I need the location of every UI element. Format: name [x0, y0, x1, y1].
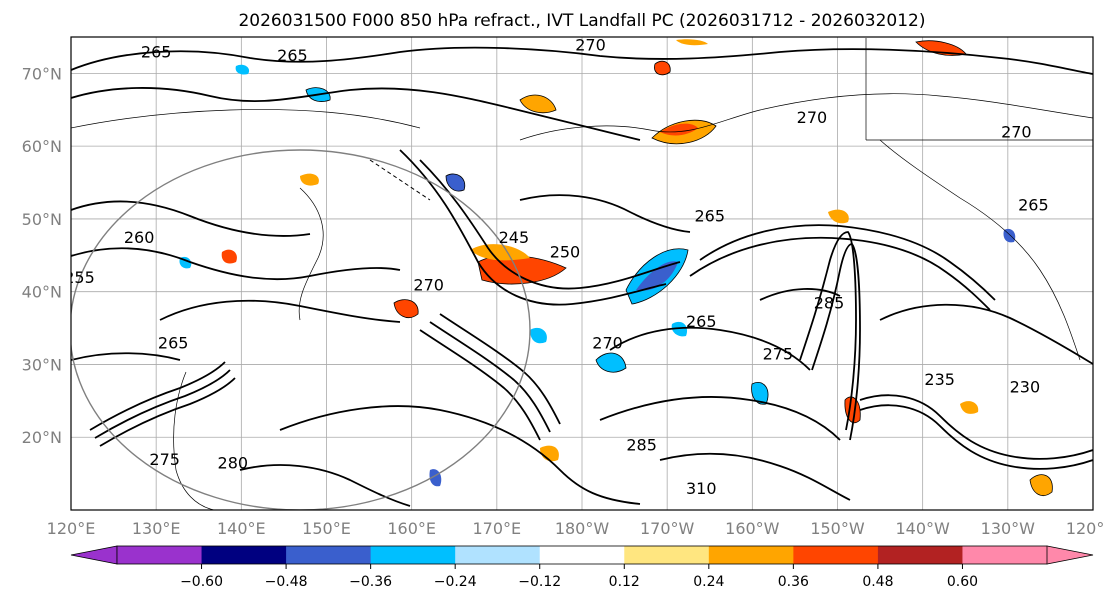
- colorbar-bin: [708, 546, 794, 564]
- colorbar-bin: [539, 546, 625, 564]
- lon-label: 120°W: [1066, 519, 1105, 538]
- colorbar-tick-label: 0.36: [778, 574, 809, 590]
- colorbar: −0.60 −0.48 −0.36 −0.24 −0.12 0.12 0.24 0.36 0.4…: [70, 545, 1094, 590]
- contour-label: 275: [763, 345, 794, 364]
- colorbar-bin: [286, 546, 372, 564]
- lat-label: 50°N: [22, 210, 62, 229]
- lon-label: 150°E: [302, 519, 351, 538]
- contour-label: 260: [124, 228, 155, 247]
- colorbar-frame: [116, 545, 1048, 565]
- colorbar-tick-label: −0.36: [349, 574, 392, 590]
- colorbar-bin: [370, 546, 456, 564]
- map-title: 2026031500 F000 850 hPa refract., IVT La…: [238, 11, 925, 31]
- contour-label: 230: [1010, 377, 1041, 396]
- contour-label: 235: [924, 370, 955, 389]
- colorbar-under-triangle: [70, 545, 118, 565]
- longitude-labels: 120°E 130°E 140°E 150°E 160°E 170°E 180°W 170°W…: [47, 519, 1105, 538]
- contour-label: 250: [550, 243, 581, 262]
- lat-label: 70°N: [22, 64, 62, 83]
- colorbar-bin: [117, 546, 203, 564]
- contour-label: 265: [686, 312, 717, 331]
- contour-label: 270: [413, 275, 444, 294]
- colorbar-tick-label: −0.48: [265, 574, 308, 590]
- colorbar-bin: [455, 546, 541, 564]
- contour-label: 285: [626, 436, 657, 455]
- contour-label: 245: [499, 228, 530, 247]
- colorbar-tick-label: 0.12: [609, 574, 640, 590]
- contour-label: 265: [158, 334, 189, 353]
- contour-label: 285: [814, 294, 845, 313]
- contour-label: 275: [149, 450, 180, 469]
- colorbar-tick-label: −0.60: [180, 574, 223, 590]
- lon-label: 130°W: [981, 519, 1036, 538]
- lon-label: 130°E: [132, 519, 181, 538]
- map-frame: [70, 36, 1094, 511]
- contour-labels: 265 265 270 270 270 265 265 245 250 260 255 265 270 2…: [64, 35, 1049, 498]
- colorbar-bin: [624, 546, 710, 564]
- refractivity-field: [71, 37, 1093, 510]
- colorbar-tick-label: −0.12: [518, 574, 561, 590]
- lon-label: 140°W: [895, 519, 950, 538]
- contour-label: 265: [141, 43, 172, 62]
- lon-label: 160°E: [387, 519, 436, 538]
- contour-label: 310: [686, 479, 717, 498]
- contour-label: 265: [277, 46, 308, 65]
- lon-label: 160°W: [725, 519, 780, 538]
- colorbar-tick-label: −0.24: [434, 574, 477, 590]
- coastlines: [71, 37, 1093, 510]
- colorbar-tick-label: 0.60: [947, 574, 978, 590]
- lat-label: 20°N: [22, 428, 62, 447]
- contour-label: 265: [694, 206, 725, 225]
- contour-lines: [71, 46, 1093, 507]
- lat-label: 60°N: [22, 137, 62, 156]
- colorbar-tick-label: 0.24: [693, 574, 724, 590]
- colorbar-bin: [962, 546, 1048, 564]
- contour-label: 270: [797, 108, 828, 127]
- pc-circle: [71, 149, 531, 510]
- map-panel: 265 265 270 270 270 265 265 245 250 260 255 265 270 2…: [64, 35, 1094, 511]
- contour-label: 270: [592, 334, 623, 353]
- colorbar-bin: [201, 546, 287, 564]
- lon-label: 150°W: [810, 519, 865, 538]
- colorbar-over-triangle: [1046, 545, 1094, 565]
- contour-label: 265: [1018, 195, 1049, 214]
- lon-label: 120°E: [47, 519, 96, 538]
- colorbar-bin: [877, 546, 963, 564]
- lon-label: 140°E: [217, 519, 266, 538]
- contour-label: 270: [1001, 123, 1032, 142]
- contour-label: 280: [218, 454, 249, 473]
- lat-label: 30°N: [22, 355, 62, 374]
- lon-label: 170°W: [640, 519, 695, 538]
- latitude-labels: 70°N 60°N 50°N 40°N 30°N 20°N: [22, 64, 62, 447]
- colorbar-tick-label: 0.48: [862, 574, 893, 590]
- lon-label: 180°W: [555, 519, 610, 538]
- contour-label: 270: [575, 35, 606, 54]
- date-line: [369, 159, 431, 201]
- lon-label: 170°E: [473, 519, 522, 538]
- contour-label: 255: [64, 268, 95, 287]
- lat-label: 40°N: [22, 283, 62, 302]
- colorbar-bin: [793, 546, 879, 564]
